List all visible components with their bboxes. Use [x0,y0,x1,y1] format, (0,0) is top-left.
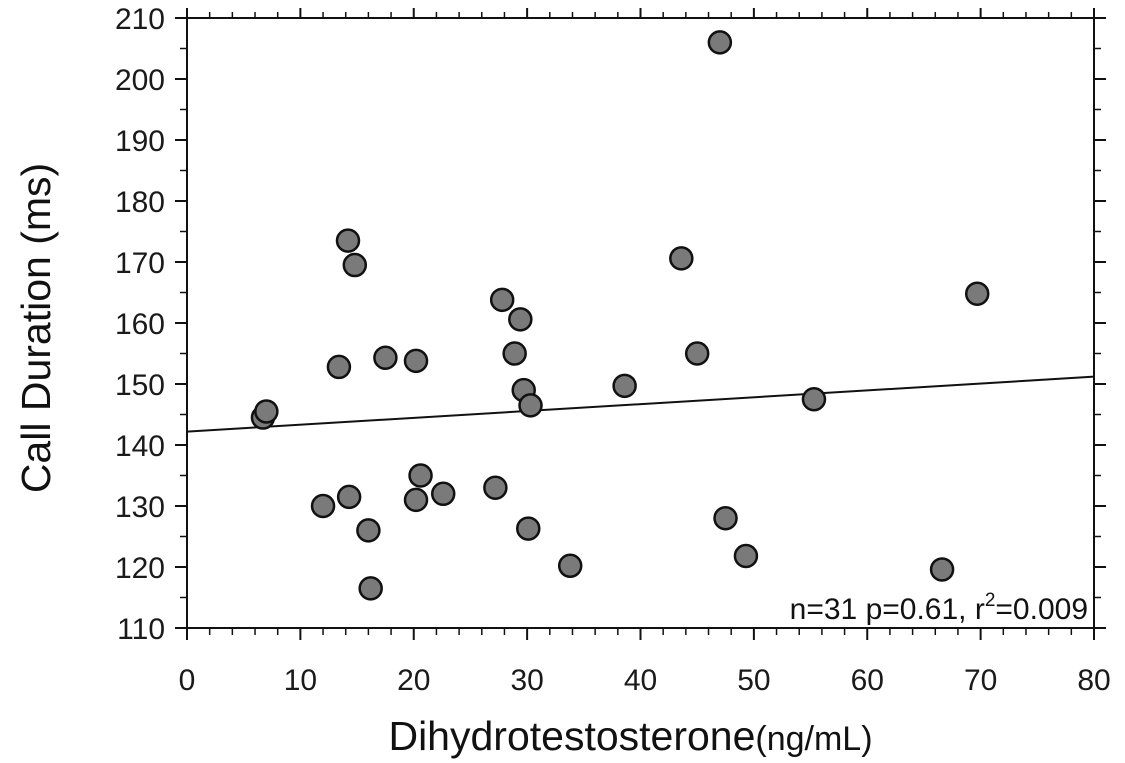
axis-ticks [175,8,1106,640]
x-tick-label: 30 [510,664,543,697]
x-axis-unit: (ng/mL) [755,720,872,758]
y-tick-label: 210 [115,3,165,36]
regression-line [186,375,1095,433]
x-tick-label: 20 [397,664,430,697]
y-tick-label: 190 [115,125,165,158]
y-tick-label: 140 [115,430,165,463]
y-tick-label: 170 [115,247,165,280]
x-tick-label: 10 [284,664,317,697]
y-tick-label: 110 [117,613,165,646]
y-axis-title: Call Duration (ms) [13,163,59,493]
data-point [707,30,733,55]
x-tick-label: 70 [964,664,997,697]
data-point [310,493,336,519]
data-point [612,373,637,399]
plot-frame [186,17,1095,629]
x-tick-label: 80 [1077,664,1110,697]
data-point [342,252,368,278]
data-point [516,516,541,541]
data-point [254,399,279,424]
data-point [335,228,361,253]
y-tick-label: 200 [115,64,165,97]
data-point [733,543,759,569]
y-tick-label: 130 [115,491,165,524]
data-point [430,481,456,507]
x-tick-label: 0 [179,664,196,697]
x-tick-label: 50 [737,664,770,697]
data-points [250,30,990,601]
data-point [326,354,352,380]
data-point [356,518,381,543]
data-point [489,287,515,313]
stats-prefix: n=31 p=0.61, r [790,593,985,626]
data-point [557,553,583,579]
data-point [713,505,738,531]
data-point [964,281,990,306]
stats-suffix: =0.009 [995,593,1088,626]
tick-labels: 0 10 20 30 40 50 60 70 80 110 120 130 140 150 160 170 18… [115,3,1111,697]
y-tick-label: 160 [115,308,165,341]
data-point [336,484,362,510]
data-point [408,463,433,488]
y-tick-label: 120 [115,552,165,585]
data-point [518,393,543,418]
y-tick-label: 180 [115,186,165,219]
data-point [801,387,827,412]
x-tick-label: 60 [851,664,884,697]
data-point [483,475,508,500]
data-point [669,246,694,271]
data-point [358,576,383,601]
x-axis-label: Dihydrotestosterone [388,713,755,759]
data-point [684,341,710,366]
stats-superscript: 2 [985,590,996,611]
trendline-group [186,375,1095,433]
y-tick-label: 150 [115,369,165,402]
data-point [373,345,398,371]
data-point [403,487,429,513]
data-point [502,341,527,366]
stats-annotation: n=31 p=0.61, r2=0.009 [790,590,1088,626]
x-tick-label: 40 [624,664,657,697]
x-axis-title: Dihydrotestosterone(ng/mL) [388,713,872,759]
data-point [929,557,955,582]
data-point [403,348,429,374]
data-point [508,307,533,332]
